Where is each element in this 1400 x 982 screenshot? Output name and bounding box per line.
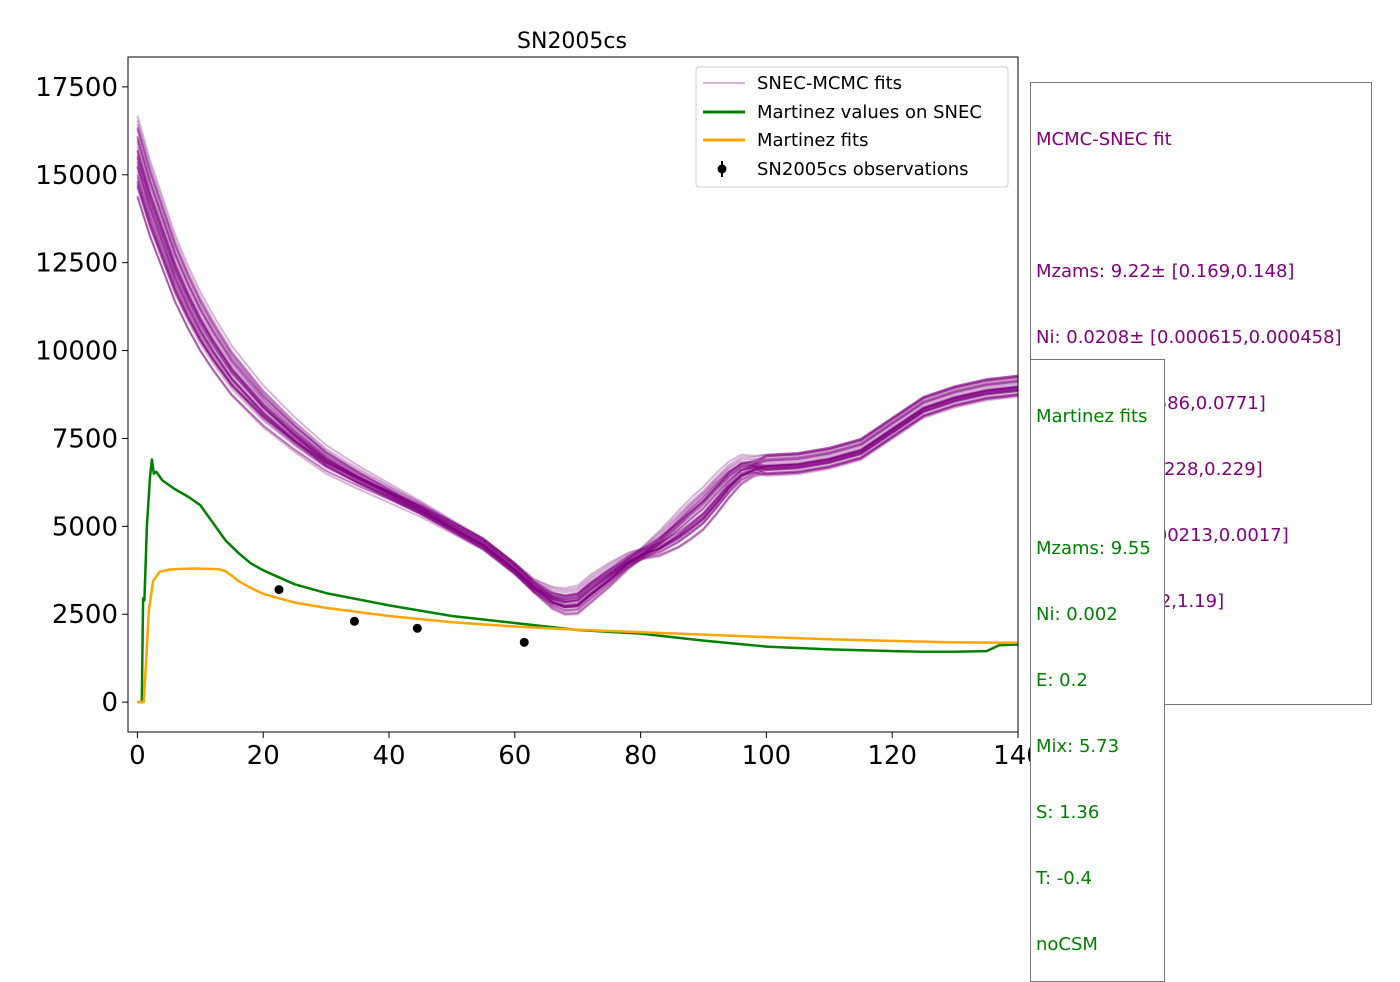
mcmc-fit-line: [136, 150, 1019, 609]
mcmc-fit-line: [136, 174, 1019, 607]
observation-point: [519, 637, 529, 647]
y-tick-label: 10000: [35, 337, 118, 367]
mcmc-box-line: MCMC-SNEC fit: [1036, 129, 1172, 150]
mcmc-fit-line: [136, 150, 1019, 600]
legend-label-mcmc: SNEC-MCMC fits: [757, 73, 902, 94]
martinez-fits-line: [137, 567, 1019, 704]
mcmc-fit-line: [136, 186, 1019, 590]
mcmc-fit-line: [136, 123, 1019, 607]
mcmc-fit-line: [136, 177, 1019, 604]
mcmc-fit-line: [136, 152, 1019, 609]
martinez-snec-line: [137, 458, 1019, 704]
mcmc-fit-line: [136, 181, 1019, 597]
mcmc-fit-line: [136, 127, 1019, 608]
mcmc-fit-line: [136, 156, 1019, 609]
mcmc-fit-line: [136, 164, 1019, 603]
y-tick-label: 12500: [35, 249, 118, 279]
observation-point: [412, 623, 422, 633]
martinez-box-line: T: -0.4: [1036, 868, 1092, 889]
mcmc-fit-line: [136, 155, 1019, 597]
x-tick-label: 80: [624, 741, 657, 771]
mcmc-box-line: Ni: 0.0208± [0.000615,0.000458]: [1036, 327, 1342, 348]
legend-label-observations: SN2005cs observations: [757, 159, 969, 180]
y-tick-label: 5000: [52, 512, 118, 542]
y-tick-label: 17500: [35, 73, 118, 103]
mcmc-fit-line: [136, 165, 1019, 616]
legend: SNEC-MCMC fits Martinez values on SNEC M…: [695, 66, 1009, 188]
legend-frame: [695, 66, 1009, 188]
mcmc-box-line: [1036, 195, 1366, 217]
mcmc-fit-line: [136, 195, 1019, 608]
mcmc-fit-line: [136, 158, 1019, 598]
mcmc-fit-line: [136, 196, 1019, 604]
martinez-box-line: S: 1.36: [1036, 802, 1100, 823]
mcmc-fit-line: [136, 149, 1019, 613]
chart: SN2005cs 0 20 40 60 80 100 120 140 025005000750…: [35, 29, 1043, 771]
y-tick-label: 2500: [52, 600, 118, 630]
mcmc-fit-line: [136, 161, 1019, 599]
observation-point: [349, 616, 359, 626]
martinez-box-line: E: 0.2: [1036, 670, 1088, 691]
martinez-fits-box: Martinez fits Mzams: 9.55 Ni: 0.002 E: 0…: [1030, 359, 1165, 982]
martinez-box-line: Mix: 5.73: [1036, 736, 1120, 757]
mcmc-fit-lines: [136, 115, 1019, 616]
x-axis: 0 20 40 60 80 100 120 140: [129, 732, 1043, 771]
chart-title: SN2005cs: [517, 29, 627, 54]
mcmc-box-line: Mzams: 9.22± [0.169,0.148]: [1036, 261, 1295, 282]
plot-frame: [127, 56, 1019, 733]
mcmc-fit-line: [136, 141, 1019, 599]
observation-points: [274, 585, 529, 647]
mcmc-fit-line: [136, 136, 1019, 601]
legend-label-martinez-snec: Martinez values on SNEC: [757, 102, 982, 123]
mcmc-fit-line: [136, 184, 1019, 597]
legend-swatch-observations-marker: [717, 164, 727, 174]
mcmc-fit-line: [136, 115, 1019, 592]
mcmc-fit-line: [136, 166, 1019, 601]
mcmc-fit-line: [136, 139, 1019, 603]
x-tick-label: 60: [498, 741, 531, 771]
main-series-lines: [137, 458, 1019, 704]
mcmc-fit-line: [136, 182, 1019, 604]
y-tick-label: 15000: [35, 161, 118, 191]
x-tick-label: 40: [372, 741, 405, 771]
mcmc-fit-line: [136, 127, 1019, 605]
martinez-box-line: noCSM: [1036, 934, 1098, 955]
mcmc-fit-line: [136, 166, 1019, 600]
x-tick-label: 100: [742, 741, 792, 771]
mcmc-fit-line: [136, 135, 1019, 616]
mcmc-fit-line: [136, 186, 1019, 596]
mcmc-fit-line: [136, 195, 1019, 609]
y-axis: 0 2500 5000 7500 10000 12500 15000 17500: [35, 73, 128, 718]
legend-label-martinez-fits: Martinez fits: [757, 130, 868, 151]
martinez-box-line: Ni: 0.002: [1036, 604, 1118, 625]
mcmc-fit-line: [136, 129, 1019, 615]
mcmc-fit-line: [136, 155, 1019, 612]
y-tick-label: 7500: [52, 424, 118, 454]
observation-point: [274, 585, 284, 595]
mcmc-fit-line: [136, 137, 1019, 608]
martinez-box-line: Mzams: 9.55: [1036, 538, 1151, 559]
mcmc-fit-line: [136, 171, 1019, 594]
mcmc-fit-line: [136, 161, 1019, 608]
martinez-box-line: [1036, 472, 1159, 494]
mcmc-fit-line: [136, 184, 1019, 603]
mcmc-fit-line: [136, 180, 1019, 602]
x-tick-label: 0: [129, 741, 146, 771]
martinez-box-line: Martinez fits: [1036, 406, 1148, 427]
x-tick-label: 120: [867, 741, 917, 771]
mcmc-fit-line: [136, 175, 1019, 607]
y-tick-label: 0: [101, 688, 118, 718]
mcmc-fit-line: [136, 120, 1019, 609]
x-tick-label: 20: [247, 741, 280, 771]
mcmc-fit-line: [136, 146, 1019, 612]
